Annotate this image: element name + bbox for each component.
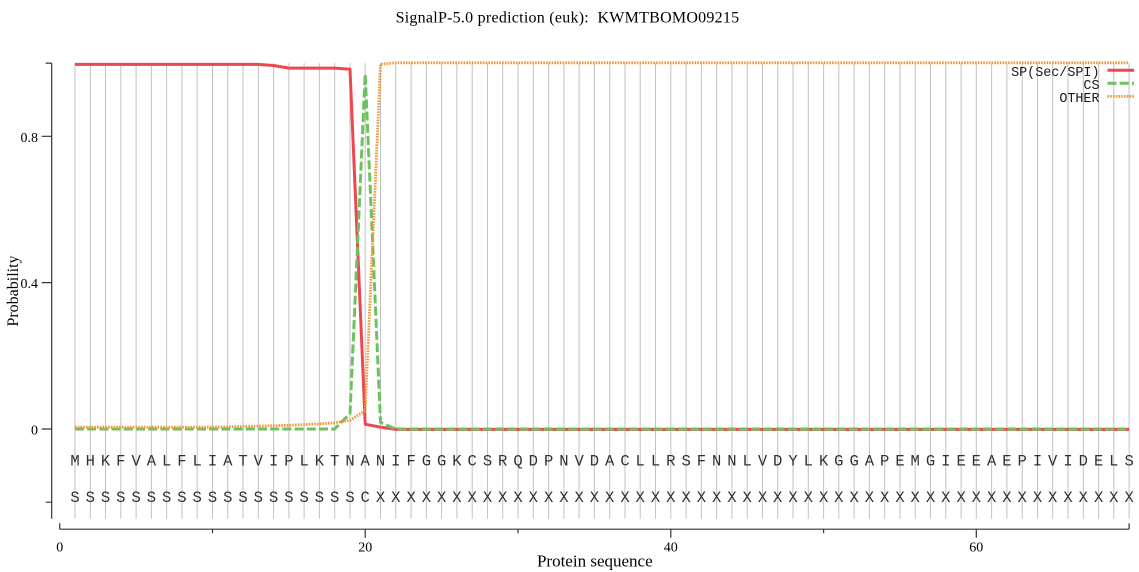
svg-text:CS: CS bbox=[1083, 79, 1099, 94]
svg-text:0: 0 bbox=[56, 540, 63, 555]
svg-text:20: 20 bbox=[358, 540, 372, 555]
svg-text:60: 60 bbox=[969, 540, 983, 555]
svg-text:40: 40 bbox=[664, 540, 678, 555]
svg-text:0.8: 0.8 bbox=[21, 131, 39, 146]
svg-text:Probability: Probability bbox=[5, 255, 22, 326]
svg-text:0: 0 bbox=[31, 424, 38, 439]
svg-text:Protein sequence: Protein sequence bbox=[537, 552, 653, 571]
svg-text:0.4: 0.4 bbox=[21, 277, 39, 292]
svg-text:SignalP-5.0 prediction (euk):: SignalP-5.0 prediction (euk): KWMTBOMO09… bbox=[396, 10, 740, 27]
svg-text:OTHER: OTHER bbox=[1059, 92, 1099, 107]
svg-text:SP(Sec/SPI): SP(Sec/SPI) bbox=[1011, 66, 1099, 81]
